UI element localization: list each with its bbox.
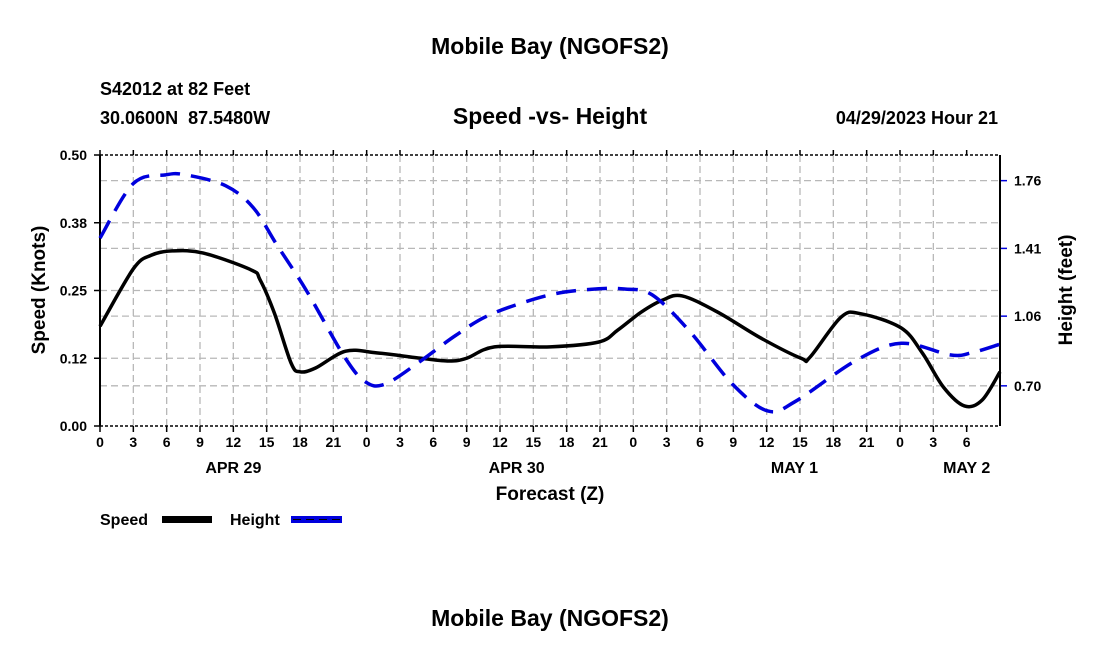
y-tick-label: 0.00 — [60, 418, 87, 434]
series-line-height — [98, 171, 1001, 414]
legend-height-swatch — [291, 516, 342, 523]
x-tick-label: 0 — [896, 434, 904, 450]
x-tick-label: 3 — [663, 434, 671, 450]
x-tick-label: 0 — [363, 434, 371, 450]
y-tick-label: 0.50 — [60, 147, 87, 163]
x-tick-label: 15 — [259, 434, 275, 450]
x-tick-label: 12 — [492, 434, 508, 450]
date-label: MAY 2 — [943, 460, 990, 477]
x-tick-label: 18 — [826, 434, 842, 450]
x-tick-label: 21 — [592, 434, 608, 450]
x-tick-label: 6 — [696, 434, 704, 450]
y2-tick-label: 0.70 — [1014, 378, 1041, 394]
legend: Speed Height — [100, 512, 342, 529]
x-tick-label: 3 — [129, 434, 137, 450]
x-tick-label: 6 — [963, 434, 971, 450]
y2-tick-label: 1.76 — [1014, 173, 1041, 189]
x-tick-label: 21 — [859, 434, 875, 450]
legend-height-label: Height — [230, 512, 280, 529]
legend-speed-label: Speed — [100, 512, 148, 529]
x-tick-label: 18 — [292, 434, 308, 450]
x-tick-label: 15 — [526, 434, 542, 450]
x-tick-label: 6 — [163, 434, 171, 450]
x-tick-label: 3 — [396, 434, 404, 450]
y-axis-label: Speed (Knots) — [29, 226, 50, 355]
x-tick-label: 21 — [326, 434, 342, 450]
y2-tick-label: 1.06 — [1014, 308, 1041, 324]
chart-title: Mobile Bay (NGOFS2) — [431, 33, 669, 59]
date-label: APR 30 — [489, 460, 545, 477]
station-label: S42012 at 82 Feet — [100, 79, 250, 99]
axes: 0 3 6 9 12 15 18 21 0 3 6 9 12 15 18 21 0 3 6 9 12 15 18 21 0 3 6 A… — [60, 147, 1042, 477]
date-label: APR 29 — [205, 460, 261, 477]
y-tick-label: 0.12 — [60, 350, 87, 366]
y-tick-label: 0.25 — [60, 283, 87, 299]
legend-speed-swatch — [162, 516, 212, 523]
x-tick-label: 15 — [792, 434, 808, 450]
series-lines — [98, 171, 1002, 414]
x-tick-label: 18 — [559, 434, 575, 450]
y2-axis-label: Height (feet) — [1056, 235, 1077, 346]
series-line-speed — [98, 248, 1002, 409]
date-label: MAY 1 — [771, 460, 818, 477]
x-tick-label: 0 — [629, 434, 637, 450]
x-tick-label: 0 — [96, 434, 104, 450]
x-tick-label: 9 — [729, 434, 737, 450]
x-tick-label: 3 — [929, 434, 937, 450]
x-tick-label: 12 — [226, 434, 242, 450]
y2-tick-label: 1.41 — [1014, 240, 1041, 256]
x-tick-label: 12 — [759, 434, 775, 450]
x-tick-label: 9 — [196, 434, 204, 450]
footer-title: Mobile Bay (NGOFS2) — [431, 605, 669, 631]
y-tick-label: 0.38 — [60, 215, 87, 231]
x-tick-label: 9 — [463, 434, 471, 450]
x-axis-label: Forecast (Z) — [496, 484, 605, 505]
grid — [100, 155, 1000, 426]
x-tick-label: 6 — [429, 434, 437, 450]
timestamp-label: 04/29/2023 Hour 21 — [836, 108, 998, 128]
chart-subtitle: Speed -vs- Height — [453, 103, 648, 129]
location-label: 30.0600N 87.5480W — [100, 108, 270, 128]
